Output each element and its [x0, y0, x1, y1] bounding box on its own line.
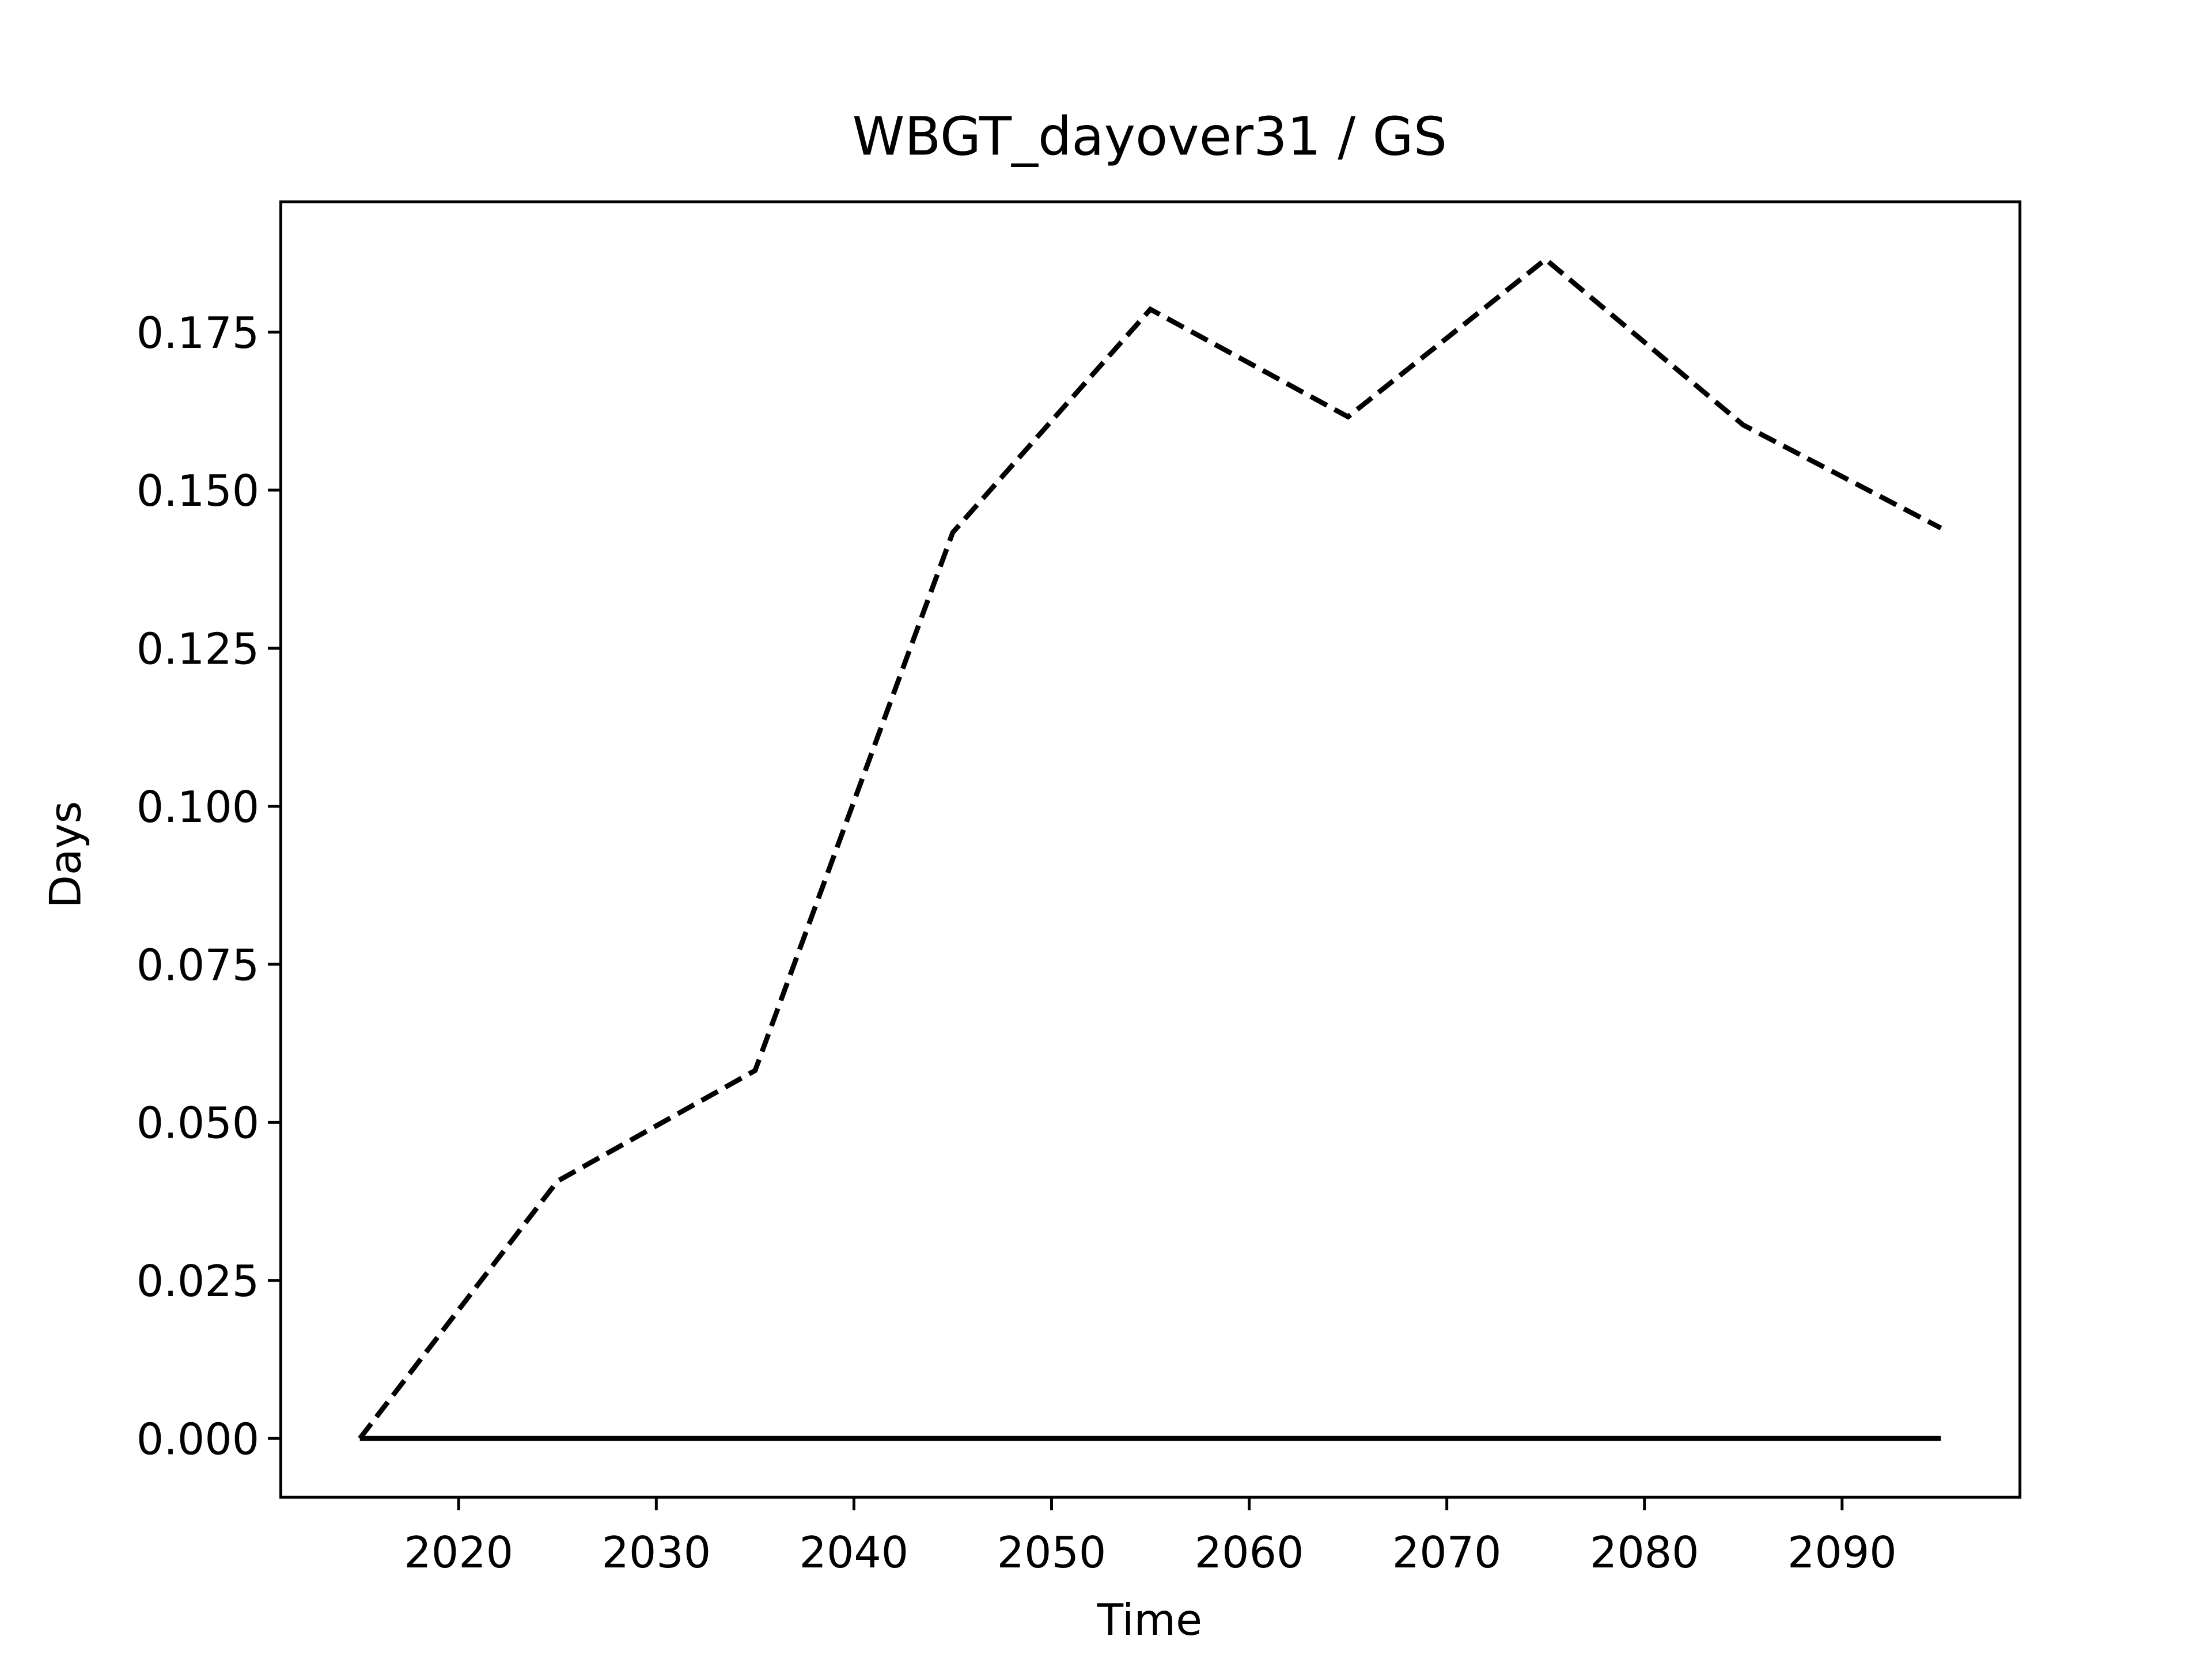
y-tick-label: 0.075	[137, 940, 259, 990]
y-tick-label: 0.175	[137, 308, 259, 358]
x-tick-label: 2070	[1392, 1528, 1502, 1578]
y-tick-label: 0.050	[137, 1099, 259, 1149]
y-tick-label: 0.000	[137, 1414, 259, 1464]
y-tick-label: 0.125	[137, 624, 259, 675]
x-tick-label: 2050	[997, 1528, 1107, 1578]
x-tick-label: 2060	[1195, 1528, 1304, 1578]
chart-title: WBGT_dayover31 / GS	[852, 105, 1447, 167]
y-axis-label: Days	[41, 801, 91, 908]
x-tick-label: 2030	[601, 1528, 711, 1578]
plot-frame	[279, 200, 2022, 1499]
x-tick-label: 2090	[1787, 1528, 1897, 1578]
y-tick-label: 0.025	[137, 1256, 259, 1306]
x-axis-label: Time	[1097, 1595, 1202, 1645]
x-tick-label: 2020	[404, 1528, 513, 1578]
x-tick-label: 2040	[800, 1528, 909, 1578]
y-tick-label: 0.100	[137, 782, 259, 832]
series-line	[358, 256, 1942, 1440]
x-tick-label: 2080	[1590, 1528, 1699, 1578]
y-tick-label: 0.150	[137, 466, 259, 516]
